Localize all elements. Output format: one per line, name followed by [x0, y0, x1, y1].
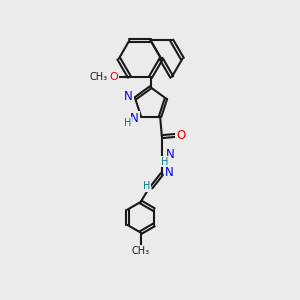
Text: O: O — [176, 129, 185, 142]
Text: H: H — [161, 157, 169, 166]
Text: N: N — [124, 90, 133, 103]
Text: CH₃: CH₃ — [90, 72, 108, 82]
Text: methoxy: methoxy — [96, 76, 102, 78]
Text: N: N — [165, 166, 174, 179]
Text: H: H — [143, 182, 150, 191]
Text: N: N — [166, 148, 175, 161]
Text: H: H — [124, 118, 131, 128]
Text: N: N — [130, 112, 139, 125]
Text: O: O — [110, 72, 118, 82]
Text: CH₃: CH₃ — [132, 246, 150, 256]
